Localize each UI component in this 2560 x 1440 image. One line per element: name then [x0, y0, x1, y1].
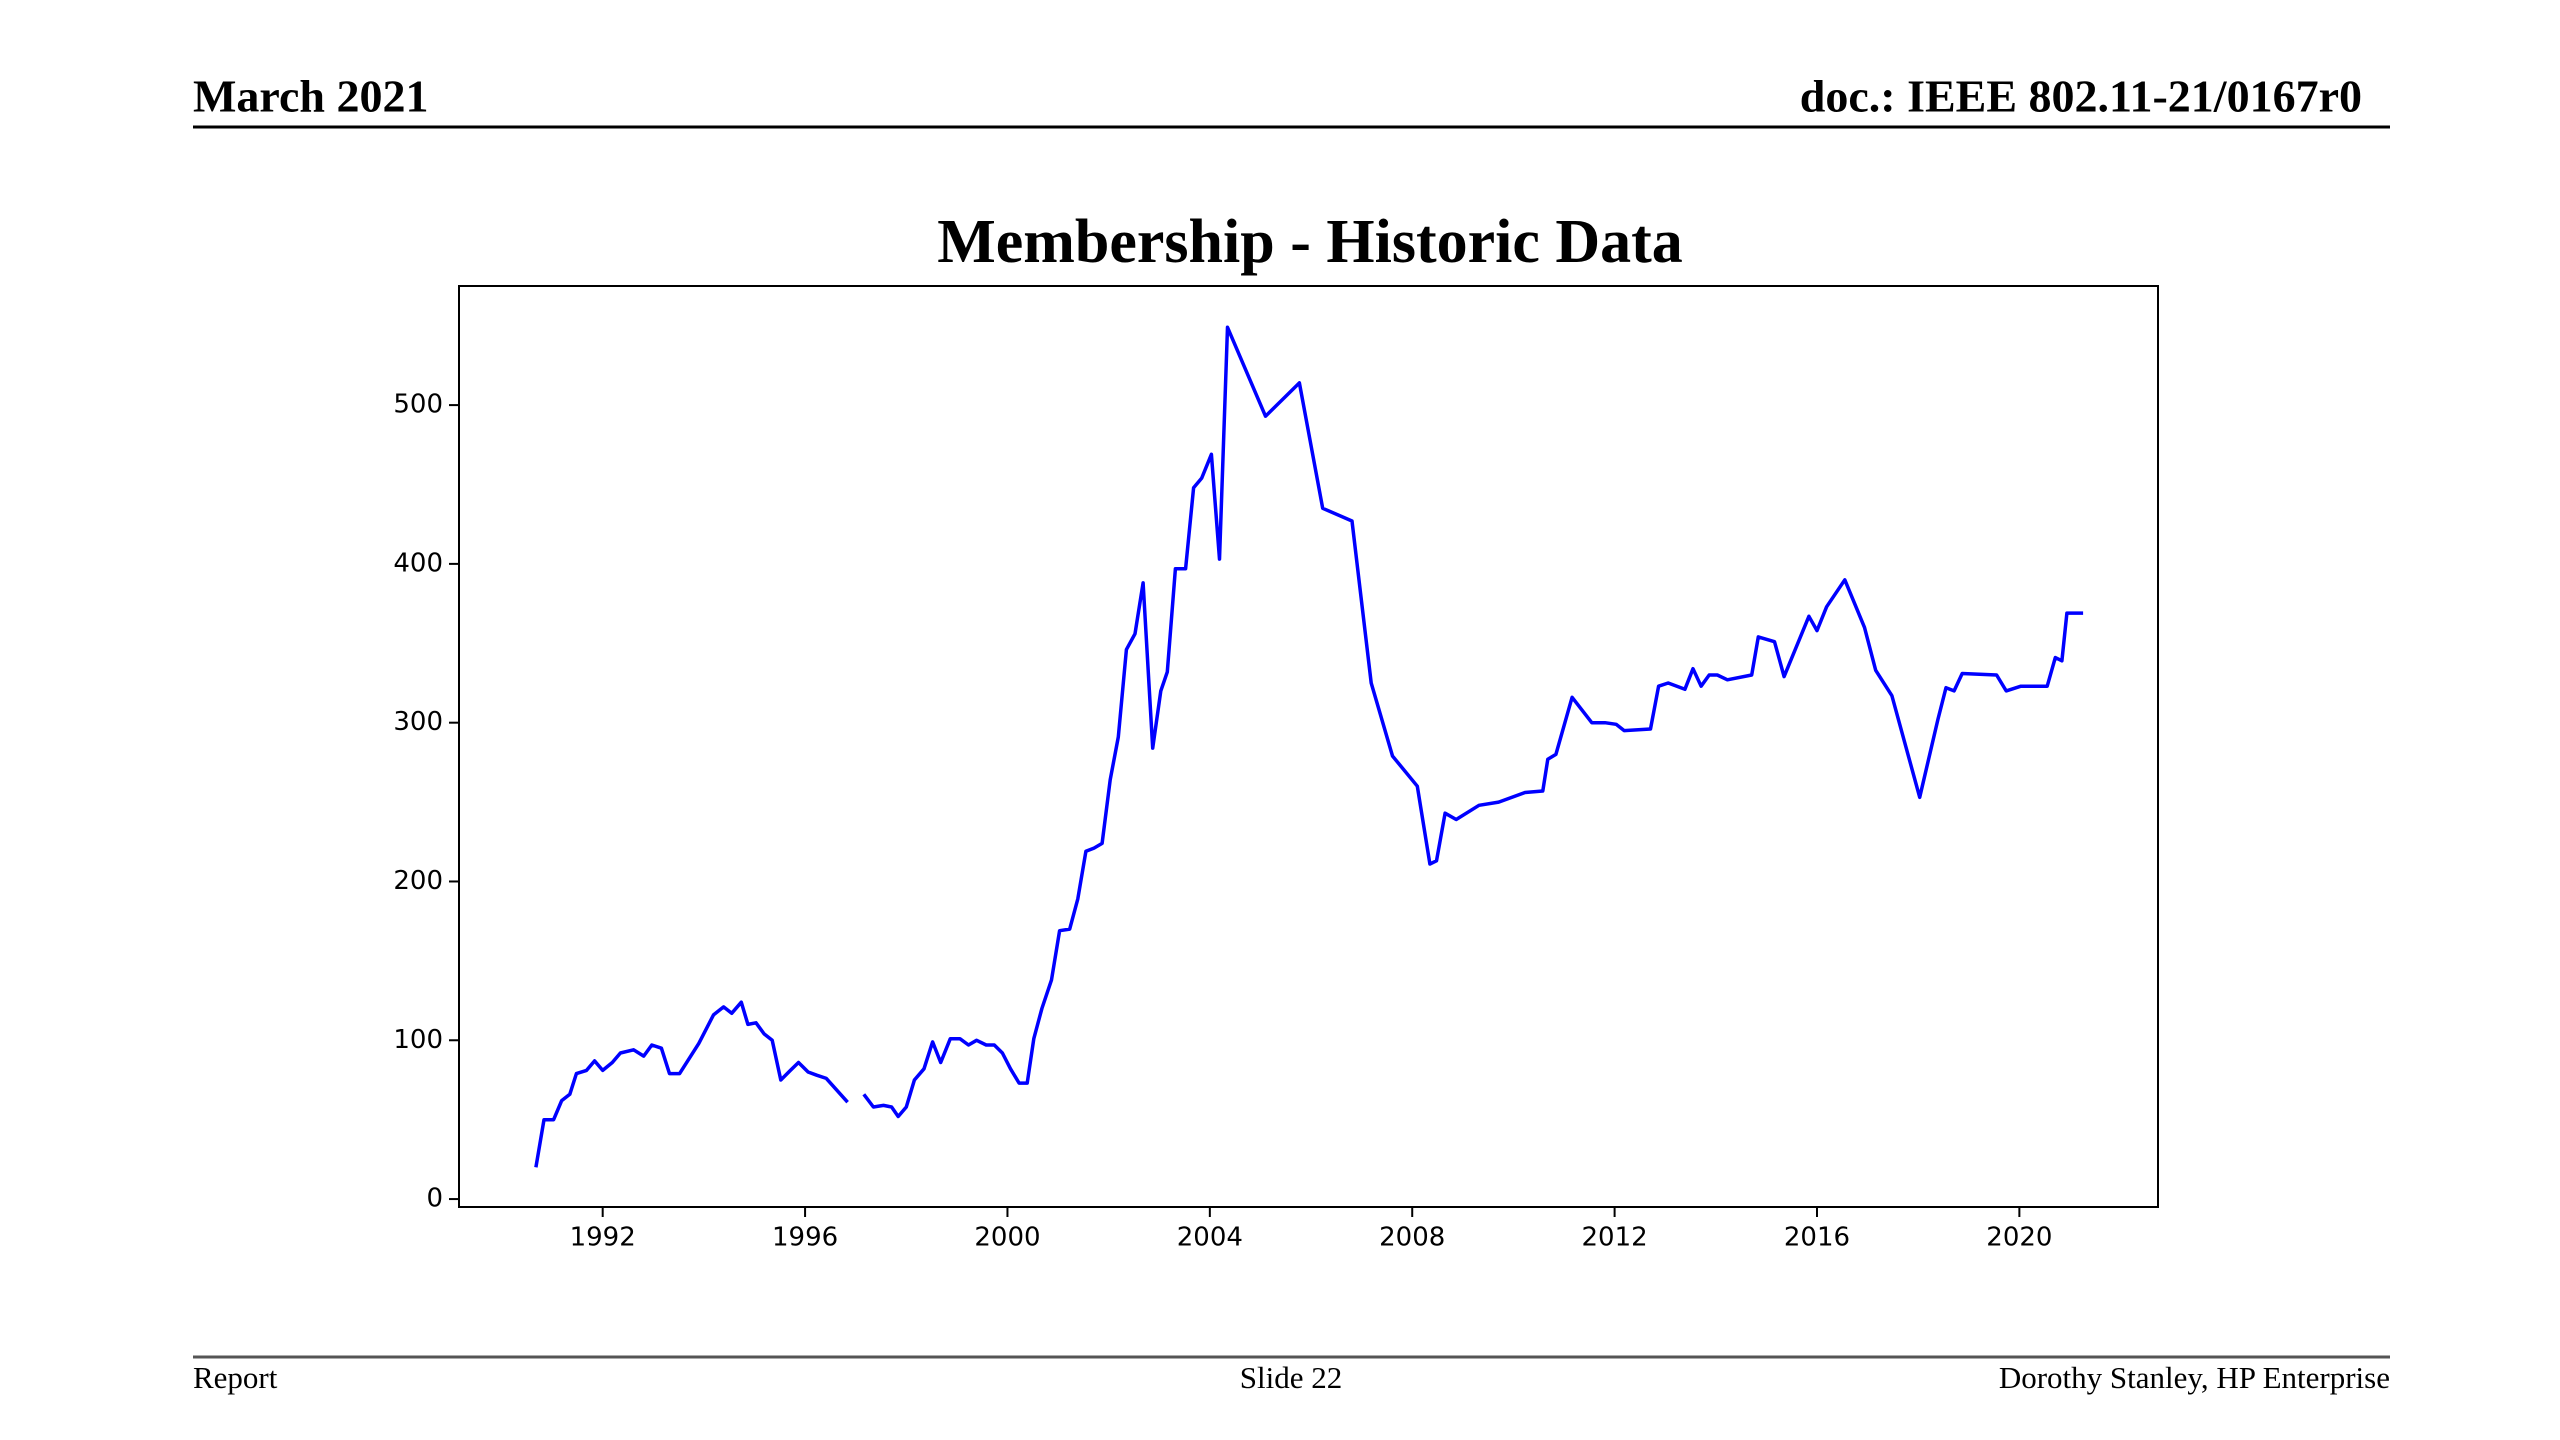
- x-tick-label: 2004: [1177, 1223, 1243, 1253]
- footer-center: Slide 22: [1240, 1360, 1342, 1395]
- y-tick-label: 500: [393, 390, 443, 420]
- chart-title: Membership - Historic Data: [937, 208, 1683, 276]
- y-tick-label: 100: [393, 1025, 443, 1055]
- x-tick-label: 2020: [1986, 1223, 2052, 1253]
- y-tick-label: 300: [393, 707, 443, 737]
- footer-left: Report: [193, 1360, 278, 1395]
- data-line: [534, 325, 2084, 1168]
- y-tick-label: 0: [426, 1184, 443, 1214]
- x-tick-label: 2012: [1582, 1223, 1648, 1253]
- x-tick-label: 2016: [1784, 1223, 1850, 1253]
- x-tick-label: 1996: [772, 1223, 838, 1253]
- x-tick-label: 1992: [570, 1223, 636, 1253]
- plot-frame: [458, 285, 2159, 1208]
- footer-right: Dorothy Stanley, HP Enterprise: [1999, 1360, 2390, 1395]
- x-tick-label: 2008: [1379, 1223, 1445, 1253]
- header-right: doc.: IEEE 802.11-21/0167r0: [1800, 71, 2362, 122]
- y-tick-label: 400: [393, 548, 443, 578]
- y-tick-label: 200: [393, 866, 443, 896]
- x-tick-label: 2000: [974, 1223, 1040, 1253]
- header-left: March 2021: [193, 71, 429, 122]
